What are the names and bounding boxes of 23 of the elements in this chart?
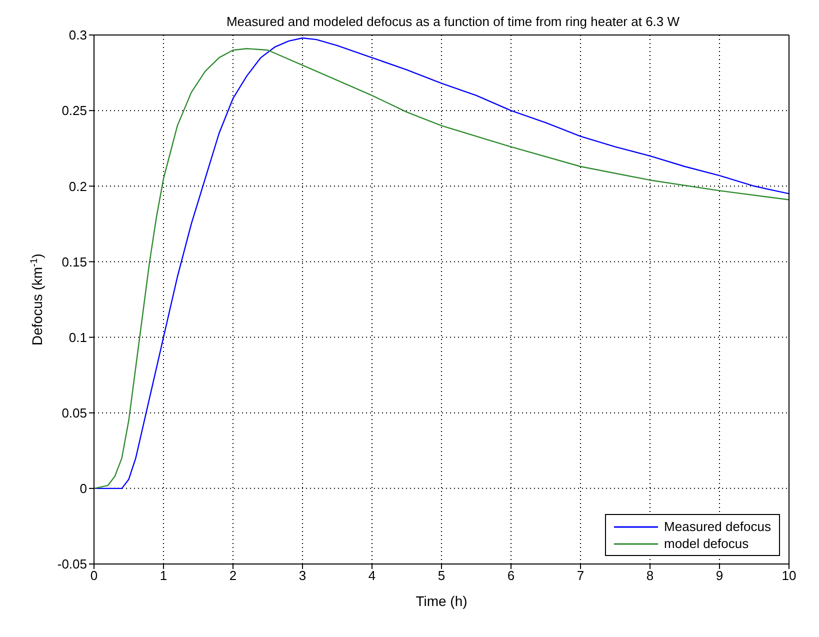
legend-label: model defocus bbox=[664, 535, 749, 552]
y-tick-label: 0 bbox=[80, 481, 87, 496]
y-tick-label: 0.15 bbox=[62, 254, 87, 270]
y-tick-label: 0.1 bbox=[68, 330, 87, 345]
x-tick-label: 2 bbox=[229, 568, 237, 584]
x-tick-label: 8 bbox=[646, 568, 654, 584]
x-tick-label: 9 bbox=[716, 568, 724, 584]
x-tick-label: 4 bbox=[368, 568, 376, 584]
x-tick-label: 0 bbox=[90, 568, 98, 584]
y-tick-label: 0.25 bbox=[62, 103, 87, 118]
x-tick-label: 7 bbox=[576, 568, 584, 584]
y-tick-label: 0.05 bbox=[62, 405, 87, 420]
x-tick-label: 6 bbox=[507, 568, 515, 584]
chart-title: Measured and modeled defocus as a function of time from ring heater at 6.3 W bbox=[226, 14, 680, 29]
y-tick-label: 0.2 bbox=[68, 178, 87, 194]
x-tick-label: 1 bbox=[160, 568, 168, 584]
legend-label: Measured defocus bbox=[664, 518, 771, 535]
y-tick-label: 0.3 bbox=[68, 28, 87, 43]
y-tick-label: -0.05 bbox=[57, 556, 87, 572]
x-tick-label: 10 bbox=[782, 568, 796, 584]
x-tick-label: 3 bbox=[298, 568, 306, 584]
x-axis-title: Time (h) bbox=[416, 593, 468, 609]
x-tick-label: 5 bbox=[438, 568, 446, 584]
